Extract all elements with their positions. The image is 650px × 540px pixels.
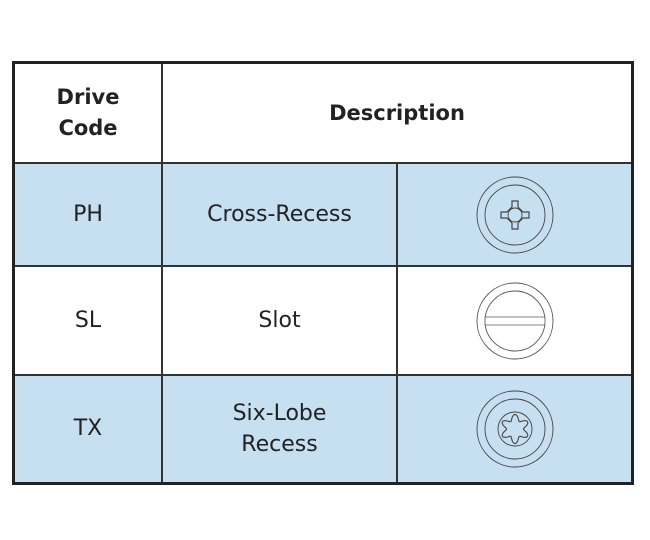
icon-cell xyxy=(396,162,634,267)
description-text: Recess xyxy=(241,431,318,457)
table-row: SL Slot xyxy=(12,265,634,376)
header-text: Drive xyxy=(56,85,120,109)
description-text: Six-Lobe xyxy=(232,400,327,426)
description-cell: Cross-Recess xyxy=(161,162,398,267)
drive-code-cell: PH xyxy=(12,162,163,267)
header-drive-code: Drive Code xyxy=(12,61,163,164)
drive-code-cell: TX xyxy=(12,374,163,484)
phillips-drive-icon xyxy=(476,176,553,253)
table-row: TX Six-Lobe Recess xyxy=(12,374,634,484)
slotted-drive-icon xyxy=(476,282,553,359)
torx-drive-icon xyxy=(476,390,553,468)
header-description: Description xyxy=(161,61,634,164)
drive-code-table: Drive Code Description PH Cross-Recess SL… xyxy=(12,61,634,485)
header-row: Drive Code Description xyxy=(12,61,634,164)
drive-code-cell: SL xyxy=(12,265,163,376)
icon-cell xyxy=(396,374,634,484)
icon-cell xyxy=(396,265,634,376)
table-row: PH Cross-Recess xyxy=(12,162,634,267)
description-cell: Slot xyxy=(161,265,398,376)
description-cell: Six-Lobe Recess xyxy=(161,374,398,484)
header-text: Code xyxy=(58,116,118,140)
